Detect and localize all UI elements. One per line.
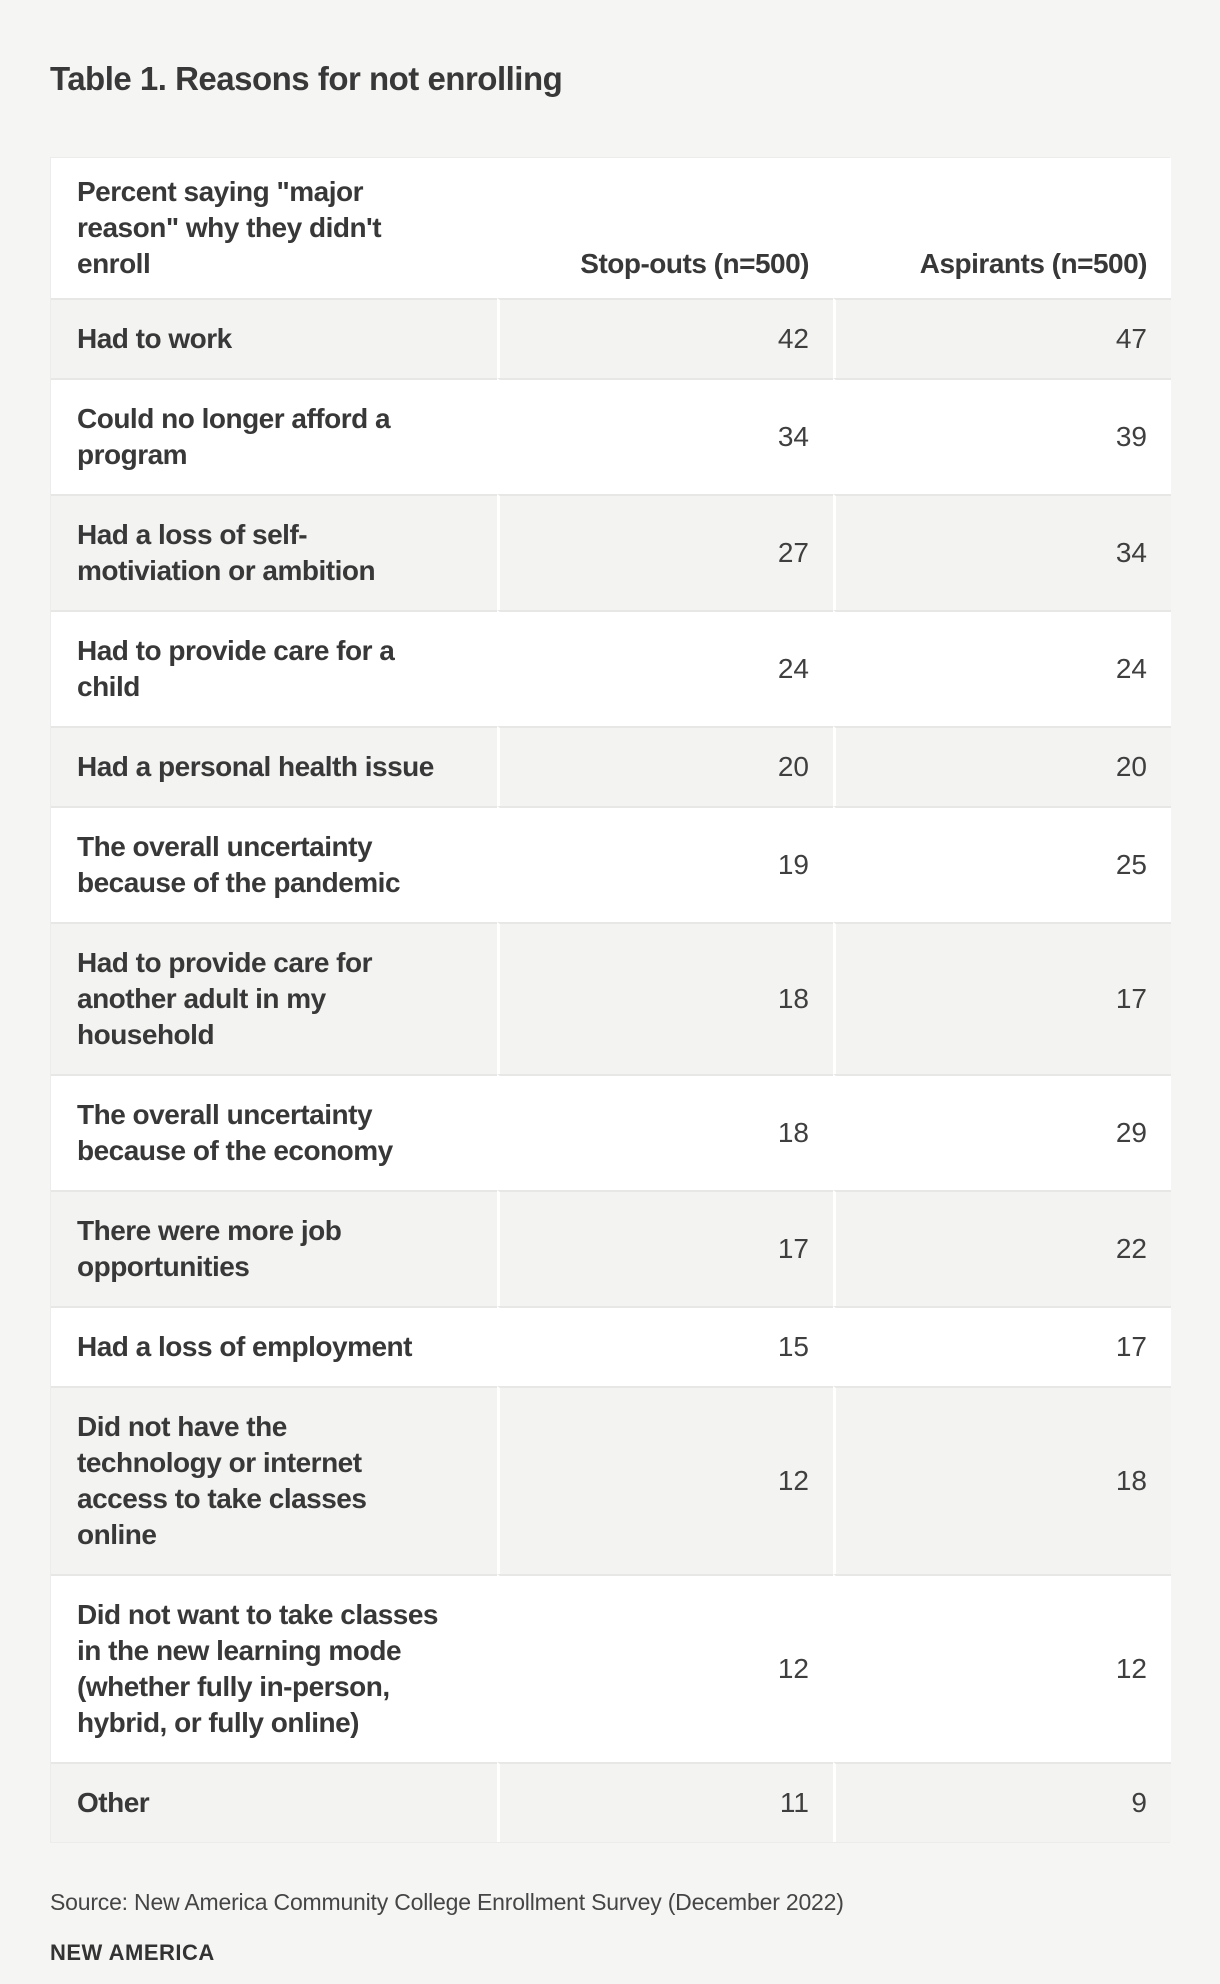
table-row: Had to work 42 47 [51,298,1171,378]
reason-cell: The overall uncertainty because of the e… [51,1074,497,1190]
data-table-card: Percent saying "major reason" why they d… [50,157,1171,1843]
table-row: Had a personal health issue 20 20 [51,726,1171,806]
aspirants-value-cell: 20 [833,726,1171,806]
aspirants-value-cell: 47 [833,298,1171,378]
aspirants-value-cell: 12 [833,1574,1171,1762]
stopouts-value-cell: 34 [497,378,833,494]
reason-cell: The overall uncertainty because of the p… [51,806,497,922]
aspirants-value-cell: 25 [833,806,1171,922]
aspirants-value-cell: 29 [833,1074,1171,1190]
brand-logo: NEW AMERICA [50,1940,215,1965]
stopouts-value-cell: 15 [497,1306,833,1386]
aspirants-value-cell: 17 [833,1306,1171,1386]
reason-cell: Had a personal health issue [51,726,497,806]
table-row: Had a loss of employment 15 17 [51,1306,1171,1386]
header-cell-reason: Percent saying "major reason" why they d… [51,158,497,298]
table-row: Did not have the technology or internet … [51,1386,1171,1574]
table-row: The overall uncertainty because of the e… [51,1074,1171,1190]
aspirants-value-cell: 39 [833,378,1171,494]
aspirants-value-cell: 18 [833,1386,1171,1574]
reason-cell: Had to work [51,298,497,378]
table-row: Had a loss of self- motiviation or ambit… [51,494,1171,610]
aspirants-value-cell: 34 [833,494,1171,610]
header-cell-aspirants: Aspirants (n=500) [833,158,1171,298]
reason-cell: Other [51,1762,497,1842]
stopouts-value-cell: 12 [497,1574,833,1762]
header-row: Percent saying "major reason" why they d… [51,158,1171,298]
source-note: Source: New America Community College En… [50,1889,844,1915]
reason-cell: Had a loss of self- motiviation or ambit… [51,494,497,610]
stopouts-value-cell: 42 [497,298,833,378]
header-cell-stopouts: Stop-outs (n=500) [497,158,833,298]
aspirants-value-cell: 22 [833,1190,1171,1306]
aspirants-value-cell: 9 [833,1762,1171,1842]
reason-cell: Could no longer afford a program [51,378,497,494]
table-row: Had to provide care for a child 24 24 [51,610,1171,726]
page-title: Table 1. Reasons for not enrolling [50,60,563,97]
stopouts-value-cell: 18 [497,922,833,1074]
stopouts-value-cell: 12 [497,1386,833,1574]
table-row: The overall uncertainty because of the p… [51,806,1171,922]
reason-cell: Did not want to take classes in the new … [51,1574,497,1762]
stopouts-value-cell: 11 [497,1762,833,1842]
stopouts-value-cell: 27 [497,494,833,610]
stopouts-value-cell: 18 [497,1074,833,1190]
reason-cell: There were more job opportunities [51,1190,497,1306]
stopouts-value-cell: 19 [497,806,833,922]
reason-cell: Had a loss of employment [51,1306,497,1386]
table-row: There were more job opportunities 17 22 [51,1190,1171,1306]
stopouts-value-cell: 17 [497,1190,833,1306]
reason-cell: Had to provide care for another adult in… [51,922,497,1074]
reason-cell: Did not have the technology or internet … [51,1386,497,1574]
aspirants-value-cell: 17 [833,922,1171,1074]
stopouts-value-cell: 24 [497,610,833,726]
data-table: Percent saying "major reason" why they d… [51,158,1171,1842]
reason-cell: Had to provide care for a child [51,610,497,726]
table-row: Did not want to take classes in the new … [51,1574,1171,1762]
table-row: Other 11 9 [51,1762,1171,1842]
stopouts-value-cell: 20 [497,726,833,806]
table-row: Had to provide care for another adult in… [51,922,1171,1074]
table-row: Could no longer afford a program 34 39 [51,378,1171,494]
aspirants-value-cell: 24 [833,610,1171,726]
